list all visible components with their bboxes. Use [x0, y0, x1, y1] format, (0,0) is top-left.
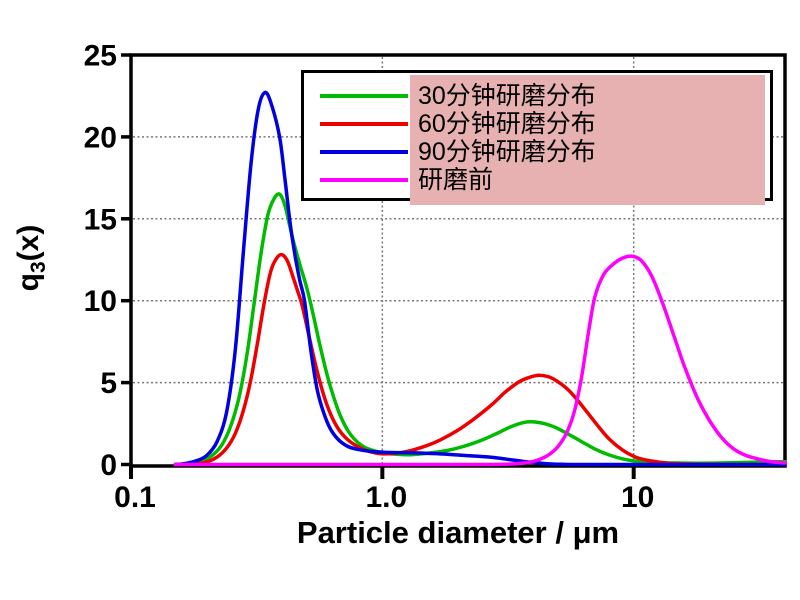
y-tick-label: 15	[84, 203, 117, 236]
legend-item-label: 30分钟研磨分布	[418, 82, 596, 110]
legend-item-60min: 60分钟研磨分布	[304, 110, 770, 138]
legend-item-90min: 90分钟研磨分布	[304, 138, 770, 166]
x-tick-label: 0.1	[114, 481, 156, 514]
y-tick-label: 25	[84, 40, 117, 73]
x-tick-label: 10	[621, 481, 654, 514]
y-axis-title: q3(x)	[12, 225, 50, 292]
legend-line-swatch-before-grinding	[320, 178, 408, 182]
legend-line-swatch-90min	[320, 150, 408, 154]
y-tick-label: 10	[84, 285, 117, 318]
curve-before-grinding	[173, 254, 787, 467]
legend-line-swatch-30min	[320, 94, 408, 98]
curve-30min-grinding	[173, 192, 787, 467]
y-tick-label: 0	[100, 449, 117, 482]
legend-line-swatch-60min	[320, 122, 408, 126]
legend-item-label: 90分钟研磨分布	[418, 138, 596, 166]
legend-item-label: 60分钟研磨分布	[418, 110, 596, 138]
y-tick-label: 20	[84, 121, 117, 154]
y-tick-label: 5	[100, 367, 117, 400]
x-axis-title: Particle diameter / μm	[297, 515, 619, 550]
legend-item-before-grinding: 研磨前	[304, 166, 770, 194]
legend-item-30min: 30分钟研磨分布	[304, 82, 770, 110]
x-tick-label: 1.0	[365, 481, 407, 514]
legend-highlight-overlay	[410, 75, 765, 205]
curve-60min-grinding	[173, 252, 787, 467]
legend-item-label: 研磨前	[418, 166, 494, 194]
